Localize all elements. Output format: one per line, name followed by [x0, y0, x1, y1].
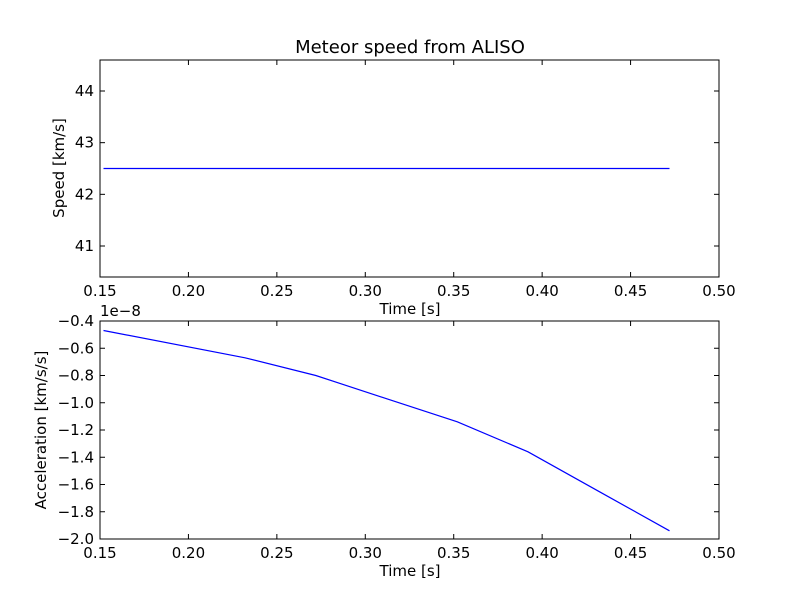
- speed-ytick-label: 43: [75, 134, 94, 152]
- acceleration-xtick-label: 0.15: [83, 544, 116, 562]
- acceleration-ytick-label: −1.4: [58, 448, 94, 466]
- speed-ytick-label: 44: [75, 82, 94, 100]
- speed-plot-ylabel: Speed [km/s]: [50, 118, 68, 218]
- acceleration-ytick-label: −1.2: [58, 421, 94, 439]
- acceleration-plot-frame: [99, 320, 720, 540]
- speed-plot-yaxis: 41 42 43 44: [75, 82, 719, 255]
- speed-plot-title: Meteor speed from ALISO: [295, 37, 525, 58]
- acceleration-xtick-label: 0.50: [702, 544, 735, 562]
- acceleration-ytick-label: −2.0: [58, 530, 94, 548]
- speed-plot-xlabel: Time [s]: [379, 300, 441, 318]
- speed-xtick-label: 0.40: [525, 282, 558, 300]
- acceleration-plot-yaxis: −0.4 −0.6 −0.8 −1.0 −1.2 −1.4 −1.6 −1.8 −2.0: [58, 312, 719, 548]
- acceleration-xtick-label: 0.35: [437, 544, 470, 562]
- speed-xtick-label: 0.30: [349, 282, 382, 300]
- acceleration-plot-series: [103, 329, 670, 532]
- speed-xtick-label: 0.25: [260, 282, 293, 300]
- speed-xtick-label: 0.50: [702, 282, 735, 300]
- acceleration-ytick-label: −0.8: [58, 367, 94, 385]
- acceleration-plot-xlabel: Time [s]: [379, 562, 441, 580]
- acceleration-plot-offset-label: 1e−8: [100, 302, 141, 320]
- speed-ytick-label: 41: [75, 237, 94, 255]
- acceleration-xtick-label: 0.25: [260, 544, 293, 562]
- speed-plot: Meteor speed from ALISO Time [s] Speed […: [50, 37, 736, 318]
- speed-plot-xaxis: 0.15 0.20 0.25 0.30 0.35 0.40 0.45 0.50: [83, 60, 736, 300]
- acceleration-xtick-label: 0.40: [525, 544, 558, 562]
- speed-xtick-label: 0.45: [614, 282, 647, 300]
- acceleration-ytick-label: −0.4: [58, 312, 94, 330]
- acceleration-plot-xaxis: 0.15 0.20 0.25 0.30 0.35 0.40 0.45 0.50: [83, 321, 736, 562]
- acceleration-xtick-label: 0.30: [349, 544, 382, 562]
- speed-xtick-label: 0.20: [172, 282, 205, 300]
- acceleration-ytick-label: −1.0: [58, 394, 94, 412]
- speed-ytick-label: 42: [75, 185, 94, 203]
- acceleration-ytick-label: −1.6: [58, 476, 94, 494]
- acceleration-ytick-label: −0.6: [58, 339, 94, 357]
- acceleration-plot-ylabel: Acceleration [km/s/s]: [32, 351, 50, 510]
- acceleration-series-line: [103, 329, 670, 532]
- speed-xtick-label: 0.35: [437, 282, 470, 300]
- acceleration-ytick-label: −1.8: [58, 503, 94, 521]
- acceleration-plot: 1e−8 Time [s] Acceleration [km/s/s] 0.15…: [32, 302, 736, 580]
- acceleration-xtick-label: 0.20: [172, 544, 205, 562]
- speed-xtick-label: 0.15: [83, 282, 116, 300]
- acceleration-xtick-label: 0.45: [614, 544, 647, 562]
